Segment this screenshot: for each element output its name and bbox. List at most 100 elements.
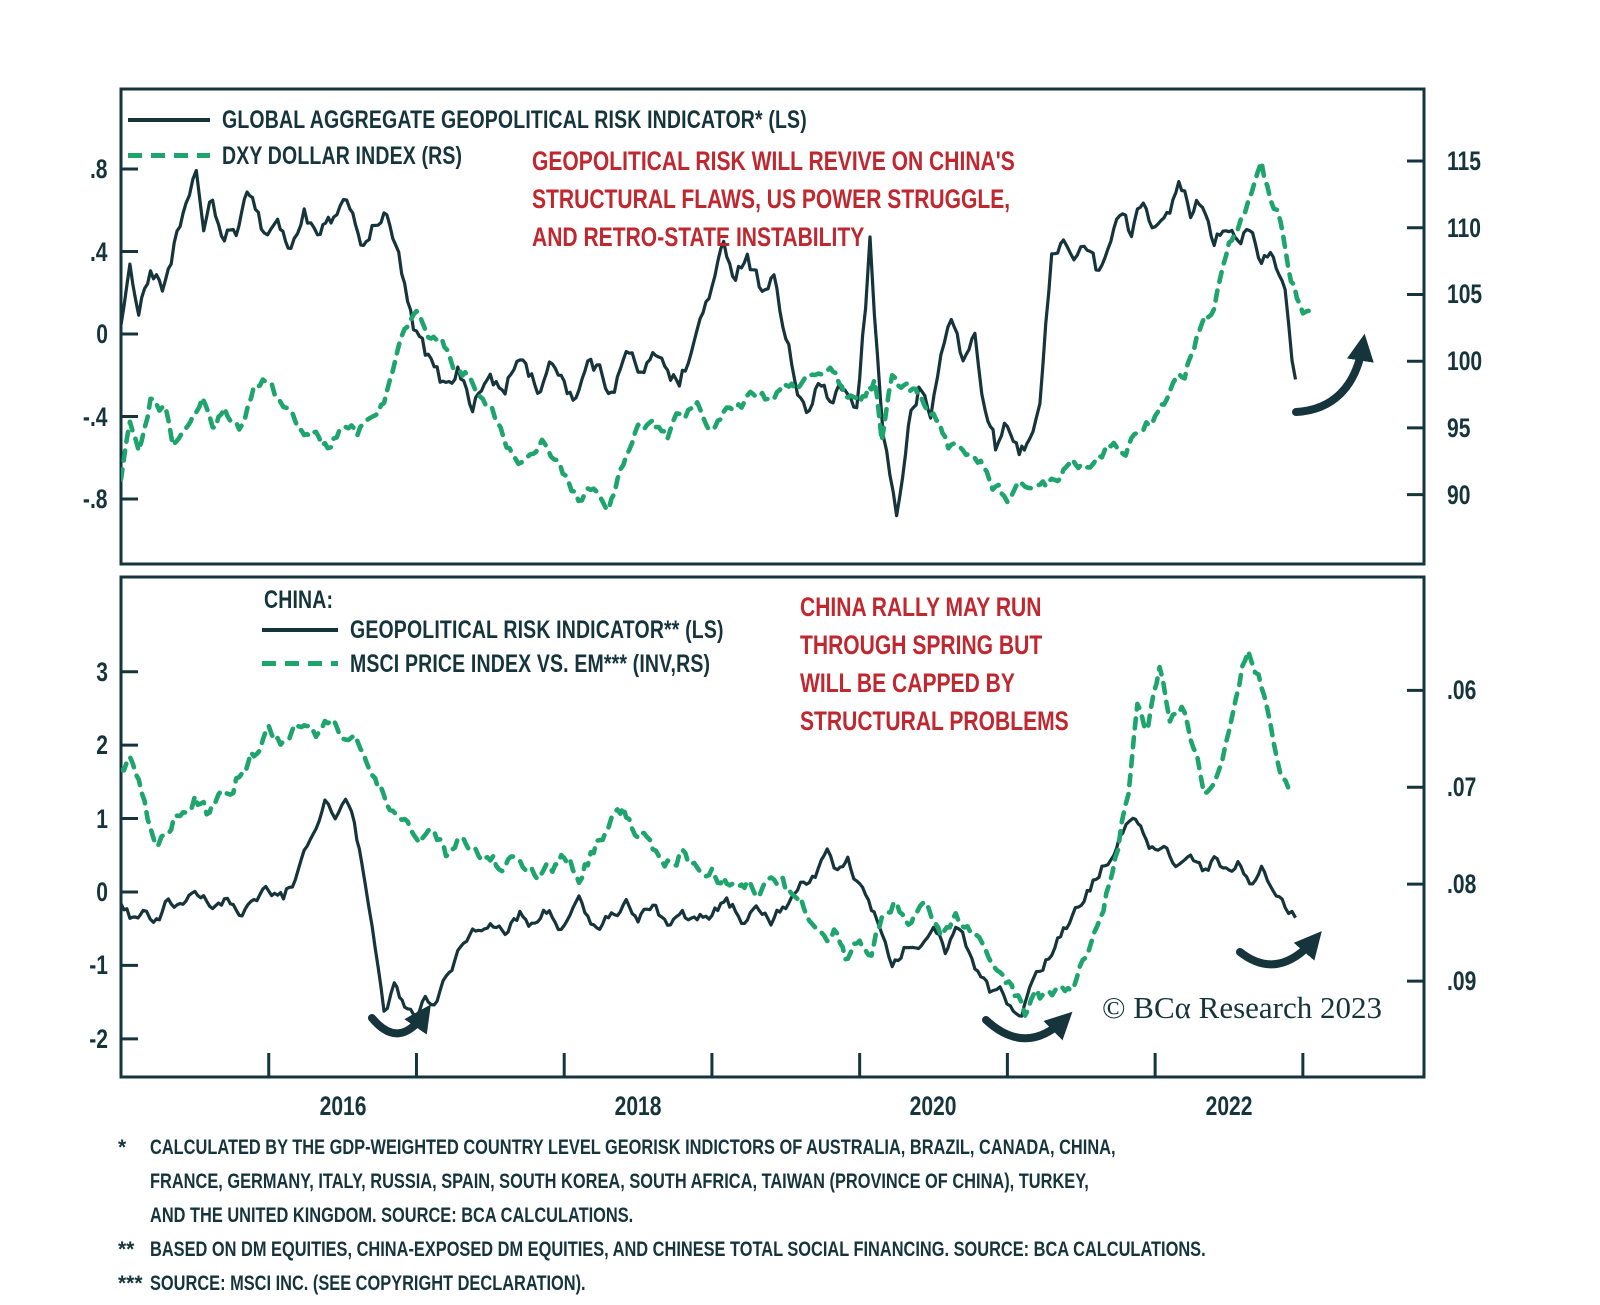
y-tick-text: 110 — [1447, 212, 1481, 243]
y-tick-label: 115 — [1447, 146, 1491, 177]
x-axis-label: 2020 — [874, 1091, 994, 1122]
legend-label-global-gpr: GLOBAL AGGREGATE GEOPOLITICAL RISK INDIC… — [222, 106, 972, 135]
y-tick-label: -.8 — [76, 484, 108, 515]
legend-line-sample-dashed — [128, 153, 210, 158]
footnote-line: * CALCULATED BY THE GDP-WEIGHTED COUNTRY … — [118, 1131, 1503, 1165]
panel-border — [119, 87, 1426, 566]
y-tick-label: -2 — [84, 1024, 108, 1055]
legend-text: CHINA: — [264, 586, 334, 614]
watermark: © BCα Research 2023 — [1102, 990, 1382, 1026]
annotation-line: CHINA RALLY MAY RUN — [800, 592, 1042, 622]
y-tick-text: .4 — [90, 236, 108, 267]
footnote-text: SOURCE: MSCI INC. (SEE COPYRIGHT DECLARA… — [150, 1272, 586, 1295]
footnote-marker: ** — [118, 1238, 135, 1261]
y-tick-label: 0 — [93, 877, 108, 908]
footnote-marker: * — [118, 1136, 127, 1159]
y-tick-label: 1 — [93, 804, 108, 835]
x-axis-label-text: 2022 — [1205, 1091, 1253, 1121]
annotation-line: STRUCTURAL FLAWS, US POWER STRUGGLE, — [532, 184, 1011, 214]
footnote-text: BASED ON DM EQUITIES, CHINA-EXPOSED DM E… — [150, 1238, 1206, 1261]
annotation-line: THROUGH SPRING BUT — [800, 630, 1043, 660]
y-tick-label: 2 — [93, 730, 108, 761]
y-tick-label: 0 — [93, 319, 108, 350]
y-tick-label: .8 — [85, 154, 108, 185]
dxy-dollar-index-line — [121, 159, 1313, 513]
watermark-text: © BCα Research 2023 — [1102, 990, 1382, 1025]
y-tick-label: -.4 — [76, 402, 108, 433]
y-tick-label: 3 — [93, 657, 108, 688]
legend-label-china-gpr: GEOPOLITICAL RISK INDICATOR** (LS) — [350, 616, 829, 645]
y-tick-label: .4 — [85, 237, 108, 268]
y-tick-text: -1 — [89, 950, 108, 981]
legend-line-sample-dashed — [262, 661, 338, 666]
y-tick-label: .06 — [1447, 675, 1485, 706]
footnote-line: FRANCE, GERMANY, ITALY, RUSSIA, SPAIN, S… — [118, 1165, 1503, 1199]
y-tick-text: .07 — [1447, 772, 1477, 803]
legend-label-msci: MSCI PRICE INDEX VS. EM*** (INV,RS) — [350, 650, 812, 679]
dollar-rebound-arrow — [1292, 333, 1374, 416]
legend-header-china: CHINA: — [264, 586, 353, 615]
y-tick-label: 100 — [1447, 346, 1492, 377]
footnote-text: FRANCE, GERMANY, ITALY, RUSSIA, SPAIN, S… — [150, 1170, 1089, 1193]
y-tick-text: 100 — [1447, 346, 1483, 377]
y-tick-text: 115 — [1447, 146, 1481, 177]
legend-text: GLOBAL AGGREGATE GEOPOLITICAL RISK INDIC… — [222, 106, 807, 134]
y-tick-label: .07 — [1447, 772, 1485, 803]
china-risk-recovery-arrow-3 — [1236, 931, 1322, 969]
legend-line-sample-solid — [128, 118, 210, 122]
legend-text: DXY DOLLAR INDEX (RS) — [222, 142, 463, 170]
panel-border — [119, 575, 1426, 1079]
bottom-annotation: CHINA RALLY MAY RUN THROUGH SPRING BUT W… — [800, 588, 1145, 740]
top-annotation: GEOPOLITICAL RISK WILL REVIVE ON CHINA'S… — [532, 142, 1151, 256]
panel-0 — [119, 87, 1426, 566]
y-tick-label: 95 — [1447, 413, 1477, 444]
legend-text: GEOPOLITICAL RISK INDICATOR** (LS) — [350, 616, 724, 644]
y-tick-label: .09 — [1447, 966, 1485, 997]
msci-price-index-vs-em-line — [121, 648, 1291, 1018]
y-tick-label: .08 — [1447, 869, 1485, 900]
panel-1 — [119, 575, 1426, 1079]
footnote-marker: *** — [118, 1272, 143, 1295]
y-tick-text: .09 — [1447, 966, 1477, 997]
y-tick-text: 3 — [96, 656, 108, 687]
global-aggregate-geopolitical-risk-indicator-line — [121, 168, 1298, 518]
y-tick-text: 0 — [96, 319, 108, 350]
annotation-line: AND RETRO-STATE INSTABILITY — [532, 222, 865, 252]
legend-text: MSCI PRICE INDEX VS. EM*** (INV,RS) — [350, 650, 711, 678]
footnote-line: ** BASED ON DM EQUITIES, CHINA-EXPOSED DM… — [118, 1233, 1503, 1267]
y-tick-text: 90 — [1447, 479, 1471, 510]
y-tick-text: 0 — [96, 876, 108, 907]
y-tick-text: .06 — [1447, 675, 1477, 706]
y-tick-label: 105 — [1447, 279, 1492, 310]
y-tick-text: .8 — [90, 154, 108, 185]
annotation-line: GEOPOLITICAL RISK WILL REVIVE ON CHINA'S — [532, 146, 1015, 176]
y-tick-label: 90 — [1447, 480, 1477, 511]
china-risk-recovery-arrow-2 — [982, 1011, 1073, 1043]
footnote-line: AND THE UNITED KINGDOM. SOURCE: BCA CALC… — [118, 1199, 1503, 1233]
footnotes: * CALCULATED BY THE GDP-WEIGHTED COUNTRY … — [118, 1131, 1503, 1301]
x-axis-label-text: 2018 — [614, 1091, 662, 1121]
y-tick-text: -.4 — [83, 401, 108, 432]
legend-line-sample-solid — [262, 628, 338, 632]
annotation-line: WILL BE CAPPED BY — [800, 668, 1015, 698]
annotation-line: STRUCTURAL PROBLEMS — [800, 706, 1069, 736]
y-tick-text: 1 — [96, 803, 108, 834]
y-tick-label: -1 — [84, 950, 108, 981]
y-tick-text: -2 — [89, 1023, 108, 1054]
y-tick-text: .08 — [1447, 869, 1477, 900]
legend-label-dxy: DXY DOLLAR INDEX (RS) — [222, 142, 530, 171]
x-axis-label: 2022 — [1169, 1091, 1289, 1122]
china-risk-recovery-arrow-1 — [368, 1004, 431, 1038]
footnote-line: *** SOURCE: MSCI INC. (SEE COPYRIGHT DECL… — [118, 1267, 1503, 1301]
x-axis-label-text: 2016 — [319, 1091, 367, 1121]
x-axis-label: 2016 — [283, 1091, 403, 1122]
footnote-text: AND THE UNITED KINGDOM. SOURCE: BCA CALC… — [150, 1204, 634, 1227]
y-tick-text: -.8 — [83, 484, 108, 515]
china-geopolitical-risk-indicator-line — [121, 797, 1297, 1018]
y-tick-label: 110 — [1447, 213, 1491, 244]
x-axis-label: 2018 — [578, 1091, 698, 1122]
y-tick-text: 105 — [1447, 279, 1483, 310]
x-axis-label-text: 2020 — [910, 1091, 957, 1121]
